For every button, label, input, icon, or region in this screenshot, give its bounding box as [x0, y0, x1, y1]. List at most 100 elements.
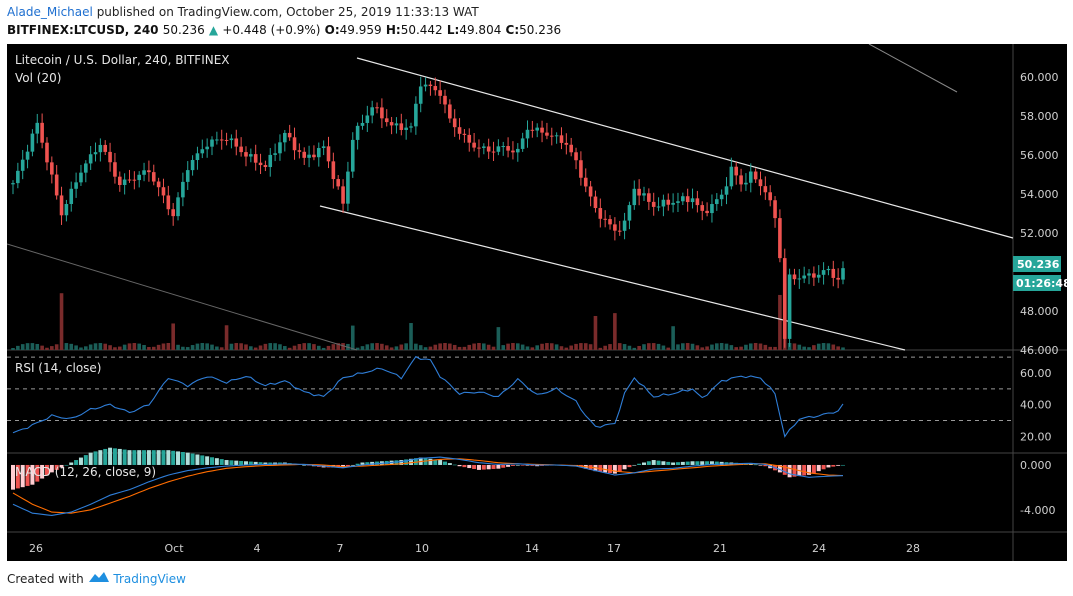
macd-histogram-bar: [680, 461, 685, 465]
candle-body: [190, 160, 195, 171]
countdown-label: 01:26:48: [1016, 277, 1067, 290]
pane-labels: Litecoin / U.S. Dollar, 240, BITFINEX Vo…: [15, 53, 230, 479]
price-change: +0.448 (+0.9%): [222, 23, 321, 37]
time-tick-label: 24: [812, 542, 826, 555]
volume-bar: [617, 343, 622, 350]
candle-body: [632, 188, 637, 206]
volume-bar: [122, 344, 127, 350]
candle-body: [122, 179, 127, 185]
macd-histogram-bar: [108, 447, 113, 465]
volume-bar: [574, 343, 578, 350]
candle-body: [617, 230, 622, 232]
volume-bar: [661, 345, 666, 350]
volume-bar: [273, 343, 277, 350]
created-with-text: Created with: [7, 572, 84, 586]
top-right-trend-line[interactable]: [868, 43, 958, 93]
candle-body: [661, 199, 666, 207]
time-tick-label: 21: [713, 542, 727, 555]
candle-body: [515, 148, 520, 153]
candle-body: [549, 135, 554, 137]
ohlc-line: BITFINEX:LTCUSD, 240 50.236 ▲ +0.448 (+0…: [7, 23, 561, 37]
candle-body: [278, 142, 282, 154]
tradingview-link[interactable]: TradingView: [113, 572, 186, 586]
chart-svg[interactable]: 60.000 58.000 56.000 54.000 52.000 48.000 46.0…: [6, 43, 1071, 561]
volume-bar: [656, 343, 661, 350]
volume-bar: [671, 326, 675, 350]
candle-body: [554, 135, 559, 137]
macd-histogram-bar: [195, 454, 200, 465]
candle-body: [831, 268, 836, 278]
channel-upper-line[interactable]: [356, 57, 1014, 239]
macd-histogram-bar: [355, 463, 360, 465]
volume-bar: [564, 347, 569, 350]
macd-histogram-bar: [603, 464, 608, 473]
candle-body: [147, 170, 151, 173]
macd-histogram-bar: [700, 461, 705, 465]
chart-area[interactable]: 60.000 58.000 56.000 54.000 52.000 48.000 46.0…: [6, 43, 1071, 561]
candle-body: [520, 138, 525, 149]
volume-bar: [185, 347, 190, 350]
volume-bar: [195, 343, 200, 350]
candle-body: [151, 172, 156, 182]
candle-body: [249, 154, 253, 157]
volume-bar: [355, 347, 360, 350]
candle-body: [137, 174, 141, 181]
candle-body: [506, 146, 510, 151]
macd-histogram-bar: [205, 456, 210, 465]
macd-histogram-bar: [185, 452, 190, 465]
time-tick-label: 4: [254, 542, 261, 555]
volume-bar: [530, 347, 535, 350]
time-tick-label: 28: [906, 542, 920, 555]
candle-body: [50, 162, 54, 175]
channel-lower-line[interactable]: [319, 205, 906, 351]
candle-body: [496, 146, 501, 152]
volume-bar: [161, 343, 166, 350]
volume-bar: [239, 343, 243, 350]
volume-bar: [729, 345, 734, 350]
candle-body: [117, 176, 122, 185]
macd-histogram-bar: [25, 464, 30, 486]
macd-histogram-bar: [20, 464, 25, 488]
volume-bar: [224, 325, 229, 350]
price-tick-label: 52.000: [1020, 227, 1059, 240]
candle-body: [283, 132, 287, 143]
macd-histogram-bar: [404, 459, 409, 465]
macd-histogram-bar: [656, 460, 661, 465]
rsi-line: [12, 355, 844, 438]
macd-histogram-bar: [64, 464, 69, 466]
volume-bar: [773, 346, 777, 350]
candle-body: [841, 268, 845, 280]
macd-histogram-bar: [811, 464, 816, 473]
volume-bar: [142, 345, 146, 350]
volume-bar: [88, 344, 93, 350]
macd-histogram-bar: [88, 452, 93, 465]
candle-body: [30, 133, 35, 152]
candle-body: [59, 195, 64, 216]
author-link[interactable]: Alade_Michael: [7, 5, 93, 19]
volume-bar: [69, 343, 74, 350]
support-trend-line[interactable]: [6, 243, 358, 351]
volume-bar: [613, 313, 617, 350]
volume-bar: [748, 343, 753, 350]
macd-tick-label: -4.000: [1020, 504, 1055, 517]
volume-bar: [695, 345, 700, 350]
macd-histogram-bar: [248, 461, 253, 465]
macd-histogram-bar: [394, 460, 399, 465]
macd-line: [12, 456, 844, 516]
volume-bar: [176, 344, 180, 350]
macd-histogram-bar: [719, 461, 724, 465]
volume-bar: [744, 344, 748, 350]
candle-body: [482, 146, 486, 148]
candle-body: [700, 205, 705, 211]
time-tick-label: 17: [607, 542, 621, 555]
candle-body: [20, 159, 25, 171]
macd-histogram-bar: [180, 452, 185, 465]
candle-body: [666, 199, 671, 205]
candle-body: [753, 171, 758, 180]
rsi-label: RSI (14, close): [15, 361, 101, 375]
candle-body: [739, 175, 743, 185]
candle-body: [273, 153, 277, 155]
candle-body: [79, 172, 83, 183]
volume-bar: [171, 323, 175, 350]
candle-body: [25, 151, 30, 160]
